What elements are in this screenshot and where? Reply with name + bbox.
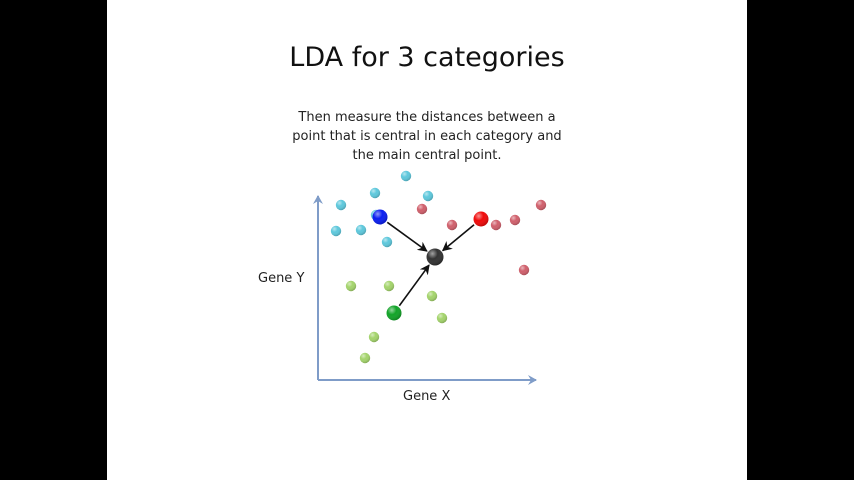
slide-subtitle: Then measure the distances between a poi… — [277, 108, 577, 165]
y-axis-label: Gene Y — [258, 271, 305, 286]
green-center-point-shading — [386, 305, 402, 321]
cyan-point-shading — [330, 225, 342, 237]
red-point-shading — [490, 219, 502, 231]
red-point-shading — [509, 214, 521, 226]
green-point-shading — [436, 312, 448, 324]
cyan-center-point-shading — [372, 209, 388, 225]
red-point-shading — [416, 203, 428, 215]
red-center-point-shading — [473, 211, 489, 227]
green-point-shading — [345, 280, 357, 292]
subtitle-line-1: Then measure the distances between a — [298, 110, 556, 125]
cyan-point-shading — [335, 199, 347, 211]
cyan-to-main-arrow — [386, 221, 428, 252]
scatter-diagram — [313, 170, 547, 385]
main-central-point-shading — [426, 248, 444, 266]
red-point-shading — [518, 264, 530, 276]
green-point-shading — [359, 352, 371, 364]
cyan-point-shading — [400, 170, 412, 182]
red-point-shading — [535, 199, 547, 211]
subtitle-line-3: the main central point. — [352, 148, 502, 163]
green-point-shading — [368, 331, 380, 343]
green-point-shading — [426, 290, 438, 302]
red-point-shading — [446, 219, 458, 231]
subtitle-line-2: point that is central in each category a… — [292, 129, 562, 144]
cyan-point-shading — [422, 190, 434, 202]
slide: LDA for 3 categories Then measure the di… — [107, 0, 747, 480]
cyan-point-shading — [355, 224, 367, 236]
red-to-main-arrow — [441, 224, 475, 252]
slide-title: LDA for 3 categories — [289, 42, 565, 73]
cyan-point-shading — [381, 236, 393, 248]
green-to-main-arrow — [398, 264, 430, 307]
x-axis-label: Gene X — [403, 389, 451, 404]
green-point-shading — [383, 280, 395, 292]
cyan-point-shading — [369, 187, 381, 199]
